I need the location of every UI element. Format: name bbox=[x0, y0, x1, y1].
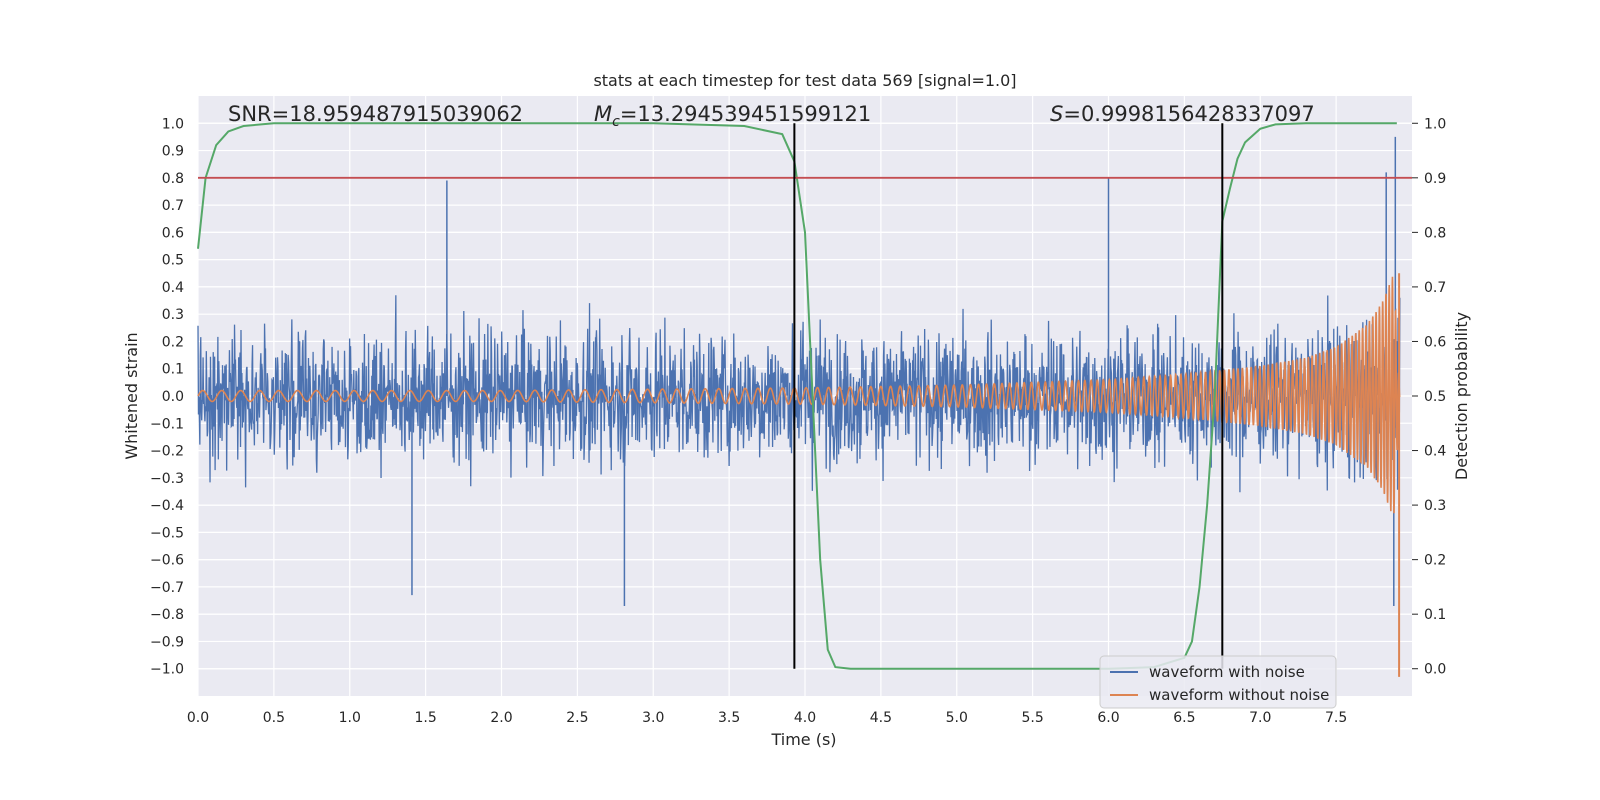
chirp-mass-annotation: Mc=13.294539451599121 bbox=[594, 102, 871, 130]
x-tick-label: 5.5 bbox=[1021, 710, 1043, 726]
snr-annotation: SNR=18.959487915039062 bbox=[228, 102, 523, 126]
x-tick-label: 4.0 bbox=[794, 710, 816, 726]
y-tick-label: −0.1 bbox=[150, 416, 184, 432]
legend-label-clean: waveform without noise bbox=[1149, 686, 1329, 704]
x-tick-label: 5.0 bbox=[946, 710, 968, 726]
chart-title: stats at each timestep for test data 569… bbox=[593, 71, 1016, 90]
x-tick-label: 1.5 bbox=[414, 710, 436, 726]
y2-tick-label: 0.4 bbox=[1424, 444, 1446, 460]
y-tick-label: 0.8 bbox=[162, 171, 184, 187]
y2-tick-label: 0.1 bbox=[1424, 607, 1446, 623]
y-tick-label: 0.2 bbox=[162, 334, 184, 350]
chirp-mass-value: =13.294539451599121 bbox=[620, 102, 871, 126]
y-tick-label: −0.4 bbox=[150, 498, 184, 514]
x-tick-label: 2.0 bbox=[490, 710, 512, 726]
probability-line bbox=[197, 122, 1397, 670]
legend: waveform with noise waveform without noi… bbox=[1099, 655, 1337, 709]
y-tick-label: −0.8 bbox=[150, 607, 184, 623]
y-tick-label: −0.7 bbox=[150, 580, 184, 596]
x-tick-label: 0.0 bbox=[187, 710, 209, 726]
y-tick-label: 0.3 bbox=[162, 307, 184, 323]
y2-tick-label: 0.2 bbox=[1424, 553, 1446, 569]
y2-axis-title: Detection probability bbox=[1452, 312, 1471, 480]
legend-box bbox=[1099, 655, 1337, 709]
x-tick-label: 4.5 bbox=[870, 710, 892, 726]
y-tick-label: −0.5 bbox=[150, 525, 184, 541]
y2-tick-label: 0.9 bbox=[1424, 171, 1446, 187]
score-symbol: S bbox=[1050, 102, 1063, 126]
chirp-trace bbox=[197, 276, 1401, 514]
score-annotation: S=0.9998156428337097 bbox=[1050, 102, 1315, 126]
x-tick-label: 1.0 bbox=[339, 710, 361, 726]
y-tick-label: 0.0 bbox=[162, 389, 184, 405]
y-tick-label: 1.0 bbox=[162, 116, 184, 132]
x-tick-label: 6.5 bbox=[1173, 710, 1195, 726]
y-tick-label: −1.0 bbox=[150, 662, 184, 678]
y-tick-label: 0.4 bbox=[162, 280, 184, 296]
x-tick-label: 6.0 bbox=[1097, 710, 1119, 726]
chirp-mass-subscript: c bbox=[612, 114, 620, 130]
series-waveform-without-noise bbox=[197, 273, 1401, 677]
x-axis-title: Time (s) bbox=[770, 730, 836, 749]
score-value: =0.9998156428337097 bbox=[1063, 102, 1314, 126]
y-tick-label: 0.9 bbox=[162, 144, 184, 160]
x-tick-label: 3.0 bbox=[642, 710, 664, 726]
x-tick-label: 7.5 bbox=[1325, 710, 1347, 726]
y-tick-label: −0.9 bbox=[150, 634, 184, 650]
x-tick-label: 2.5 bbox=[566, 710, 588, 726]
x-tick-label: 3.5 bbox=[718, 710, 740, 726]
y-tick-label: −0.6 bbox=[150, 553, 184, 569]
y2-tick-label: 0.8 bbox=[1424, 225, 1446, 241]
y2-tick-label: 0.3 bbox=[1424, 498, 1446, 514]
chirp-mass-symbol: M bbox=[594, 102, 612, 126]
y-axis-title: Whitened strain bbox=[122, 332, 141, 459]
y-tick-label: 0.5 bbox=[162, 253, 184, 269]
y2-tick-label: 1.0 bbox=[1424, 116, 1446, 132]
y2-tick-label: 0.0 bbox=[1424, 662, 1446, 678]
y-tick-label: −0.3 bbox=[150, 471, 184, 487]
y-tick-label: 0.1 bbox=[162, 362, 184, 378]
y-tick-label: −0.2 bbox=[150, 444, 184, 460]
series-detection-probability bbox=[197, 122, 1397, 670]
y-tick-label: 0.6 bbox=[162, 225, 184, 241]
x-tick-label: 0.5 bbox=[263, 710, 285, 726]
y-tick-label: 0.7 bbox=[162, 198, 184, 214]
y2-tick-label: 0.5 bbox=[1424, 389, 1446, 405]
y2-tick-label: 0.7 bbox=[1424, 280, 1446, 296]
y2-tick-label: 0.6 bbox=[1424, 334, 1446, 350]
x-tick-label: 7.0 bbox=[1249, 710, 1271, 726]
axis-ticks: 1.0 0.9 0.8 0.7 0.6 0.5 0.4 0.3 0.2 0.1 0.0 −0.1 −0.… bbox=[150, 116, 1446, 726]
legend-label-noise: waveform with noise bbox=[1149, 663, 1305, 681]
overlay-lines bbox=[198, 123, 1412, 669]
